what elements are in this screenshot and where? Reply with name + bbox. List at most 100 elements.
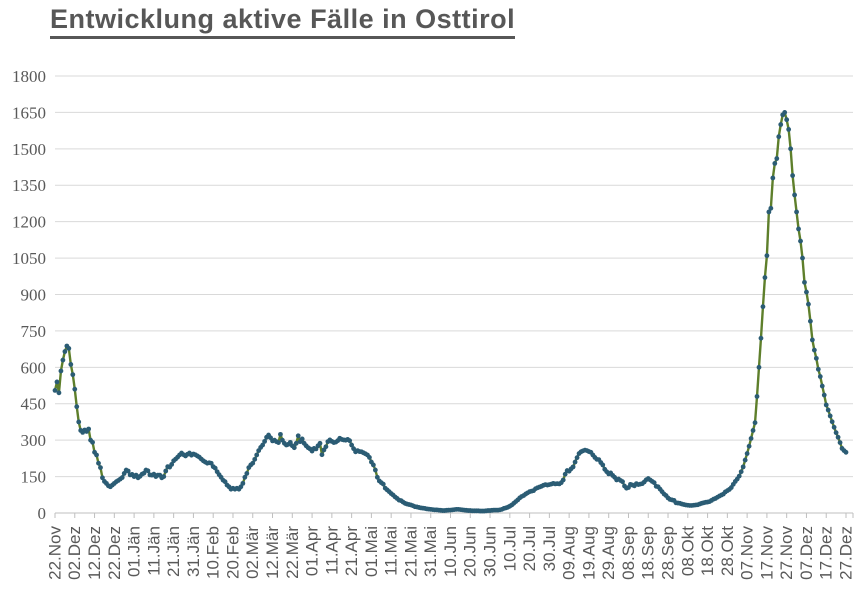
data-point (827, 413, 833, 419)
data-point (58, 368, 64, 374)
data-point (835, 434, 841, 440)
data-point (800, 255, 805, 261)
y-axis-label: 1200 (12, 213, 46, 232)
x-axis-label: 28.Sep (658, 526, 677, 580)
data-point (374, 474, 380, 480)
data-point (560, 477, 566, 483)
data-point (119, 475, 125, 480)
x-axis-label-group: 31.Mai (421, 526, 440, 577)
data-point (796, 226, 801, 232)
x-axis-label: 01.Mai (362, 526, 381, 577)
data-point (811, 347, 817, 353)
x-axis-label-group: 11.Jän (144, 526, 163, 576)
x-axis-label: 31.Mai (421, 526, 440, 577)
data-point (72, 386, 78, 392)
x-axis-label-group: 08.Okt (678, 526, 697, 576)
data-point (74, 404, 80, 410)
x-axis-label-group: 21.Mai (401, 526, 420, 577)
data-point (380, 481, 386, 487)
data-point (794, 209, 799, 215)
y-axis-label: 0 (38, 504, 47, 523)
data-point (372, 467, 378, 473)
data-point (367, 455, 372, 460)
data-point (260, 442, 266, 448)
y-axis-label: 900 (21, 285, 47, 304)
data-point (262, 438, 268, 444)
x-axis-label-group: 20.Jun (461, 526, 480, 577)
x-axis-label: 21.Apr (342, 526, 361, 576)
x-axis-label-group: 19.Aug (579, 526, 598, 580)
data-point (240, 480, 246, 486)
data-point (100, 475, 105, 481)
data-point (52, 388, 58, 393)
y-axis-label: 1800 (12, 67, 46, 86)
data-point (768, 205, 774, 211)
chart-title: Entwicklung aktive Fälle in Osttirol (50, 4, 516, 39)
x-axis-label: 11.Jän (144, 526, 163, 576)
data-point (843, 449, 849, 455)
x-axis-label: 12.Mär (263, 526, 282, 579)
x-axis-label: 30.Jul (540, 526, 559, 571)
x-axis-label-group: 22.Dez (105, 526, 124, 580)
data-point (740, 464, 746, 470)
data-point (784, 117, 790, 123)
x-axis-label-group: 21.Apr (342, 526, 361, 576)
data-point (774, 156, 780, 161)
data-point (212, 465, 218, 471)
x-axis-label: 12.Dez (85, 526, 104, 580)
data-point (782, 110, 788, 115)
x-axis-label: 07.Nov (738, 526, 757, 580)
x-axis-label-group: 28.Okt (718, 526, 737, 576)
x-axis-label-group: 17.Dez (817, 526, 836, 580)
data-point (738, 469, 744, 475)
data-point (293, 440, 299, 446)
x-axis-label-group: 18.Sep (639, 526, 658, 580)
x-axis-label: 02.Dez (65, 526, 84, 580)
x-axis-label-group: 10.Feb (204, 526, 223, 579)
x-axis-label-group: 22.Mär (283, 526, 302, 579)
data-point (752, 420, 758, 426)
data-point (742, 457, 748, 463)
x-axis-label: 10.Jun (441, 526, 460, 577)
data-point (762, 275, 768, 280)
data-point (798, 238, 803, 244)
x-axis-label-group: 02.Dez (65, 526, 84, 580)
y-axis-label: 150 (21, 468, 47, 487)
x-axis-label-group: 31.Jän (184, 526, 203, 577)
data-point (54, 379, 60, 385)
data-point (744, 451, 750, 456)
data-point (56, 390, 62, 396)
x-axis-label-group: 20.Jul (520, 526, 539, 571)
data-point (788, 146, 794, 152)
x-axis-label-group: 12.Dez (85, 526, 104, 580)
x-axis-label-group: 01.Apr (303, 526, 322, 576)
data-point (817, 374, 823, 379)
data-point (756, 364, 762, 370)
y-axis-label: 1650 (12, 103, 46, 122)
data-point (815, 366, 821, 372)
data-point (758, 335, 764, 341)
data-point (808, 318, 813, 324)
x-axis-label: 21.Mai (401, 526, 420, 577)
x-axis-label-group: 07.Nov (738, 526, 757, 580)
data-point (76, 419, 82, 425)
data-point (790, 173, 796, 178)
x-axis-label-group: 11.Mai (382, 526, 401, 576)
x-axis-label: 17.Dez (817, 526, 836, 580)
x-axis-label: 22.Mär (283, 526, 302, 579)
x-axis-label-group: 22.Nov (45, 526, 64, 580)
x-axis-label-group: 08.Sep (619, 526, 638, 580)
data-point (821, 392, 827, 398)
data-point (572, 459, 578, 465)
x-axis-label: 27.Nov (777, 526, 796, 580)
data-point (748, 436, 754, 441)
x-axis-label: 22.Dez (105, 526, 124, 580)
data-point (299, 436, 305, 442)
x-axis-label: 10.Feb (204, 526, 223, 579)
data-point (254, 452, 260, 458)
data-point (250, 460, 256, 466)
x-axis-label-group: 10.Jun (441, 526, 460, 577)
data-point (323, 444, 329, 450)
